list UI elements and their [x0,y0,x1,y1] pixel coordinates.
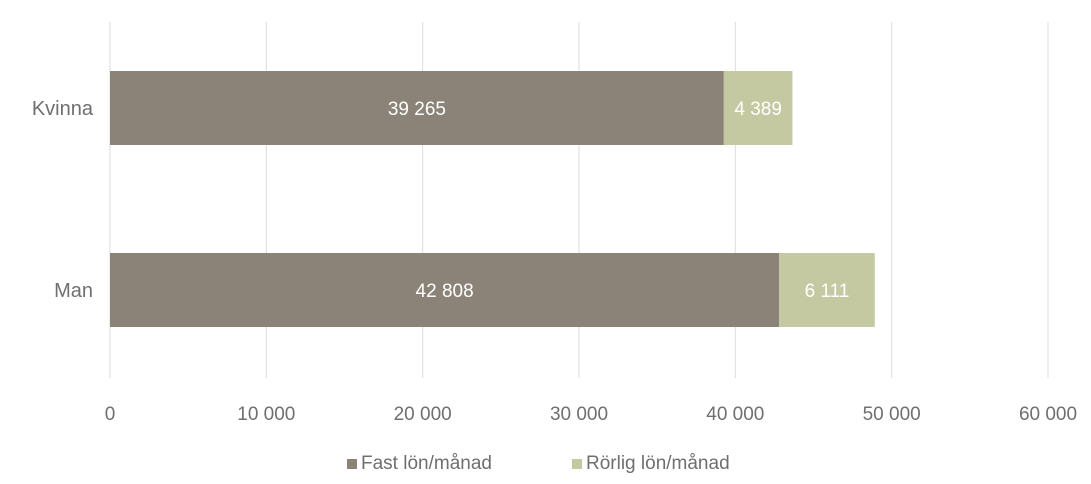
data-label: 39 265 [388,99,446,120]
data-label: 42 808 [416,281,474,302]
legend-swatch [347,459,357,469]
data-label: 4 389 [734,99,782,120]
x-tick-label: 30 000 [550,404,608,425]
legend-swatch [572,459,582,469]
bar-segment [110,71,724,145]
category-label: Kvinna [32,98,94,120]
bars: 39 265 4 389 42 808 6 111 [110,71,875,327]
x-tick-label: 60 000 [1019,404,1077,425]
legend-label: Fast lön/månad [361,453,492,474]
category-label: Man [54,280,93,302]
legend-label: Rörlig lön/månad [586,453,730,474]
x-tick-label: 50 000 [863,404,921,425]
x-tick-label: 40 000 [706,404,764,425]
bar-segment [779,253,875,327]
x-tick-label: 20 000 [394,404,452,425]
category-labels: Kvinna Man [32,98,94,302]
legend: Fast lön/månad Rörlig lön/månad [347,453,730,474]
bar-segment [723,71,793,145]
x-tick-labels: 0 10 000 20 000 30 000 40 000 50 000 60 000 [105,404,1077,425]
bar-segment [110,253,780,327]
x-tick-label: 0 [105,404,116,425]
data-label: 6 111 [805,281,850,302]
x-tick-label: 10 000 [237,404,295,425]
